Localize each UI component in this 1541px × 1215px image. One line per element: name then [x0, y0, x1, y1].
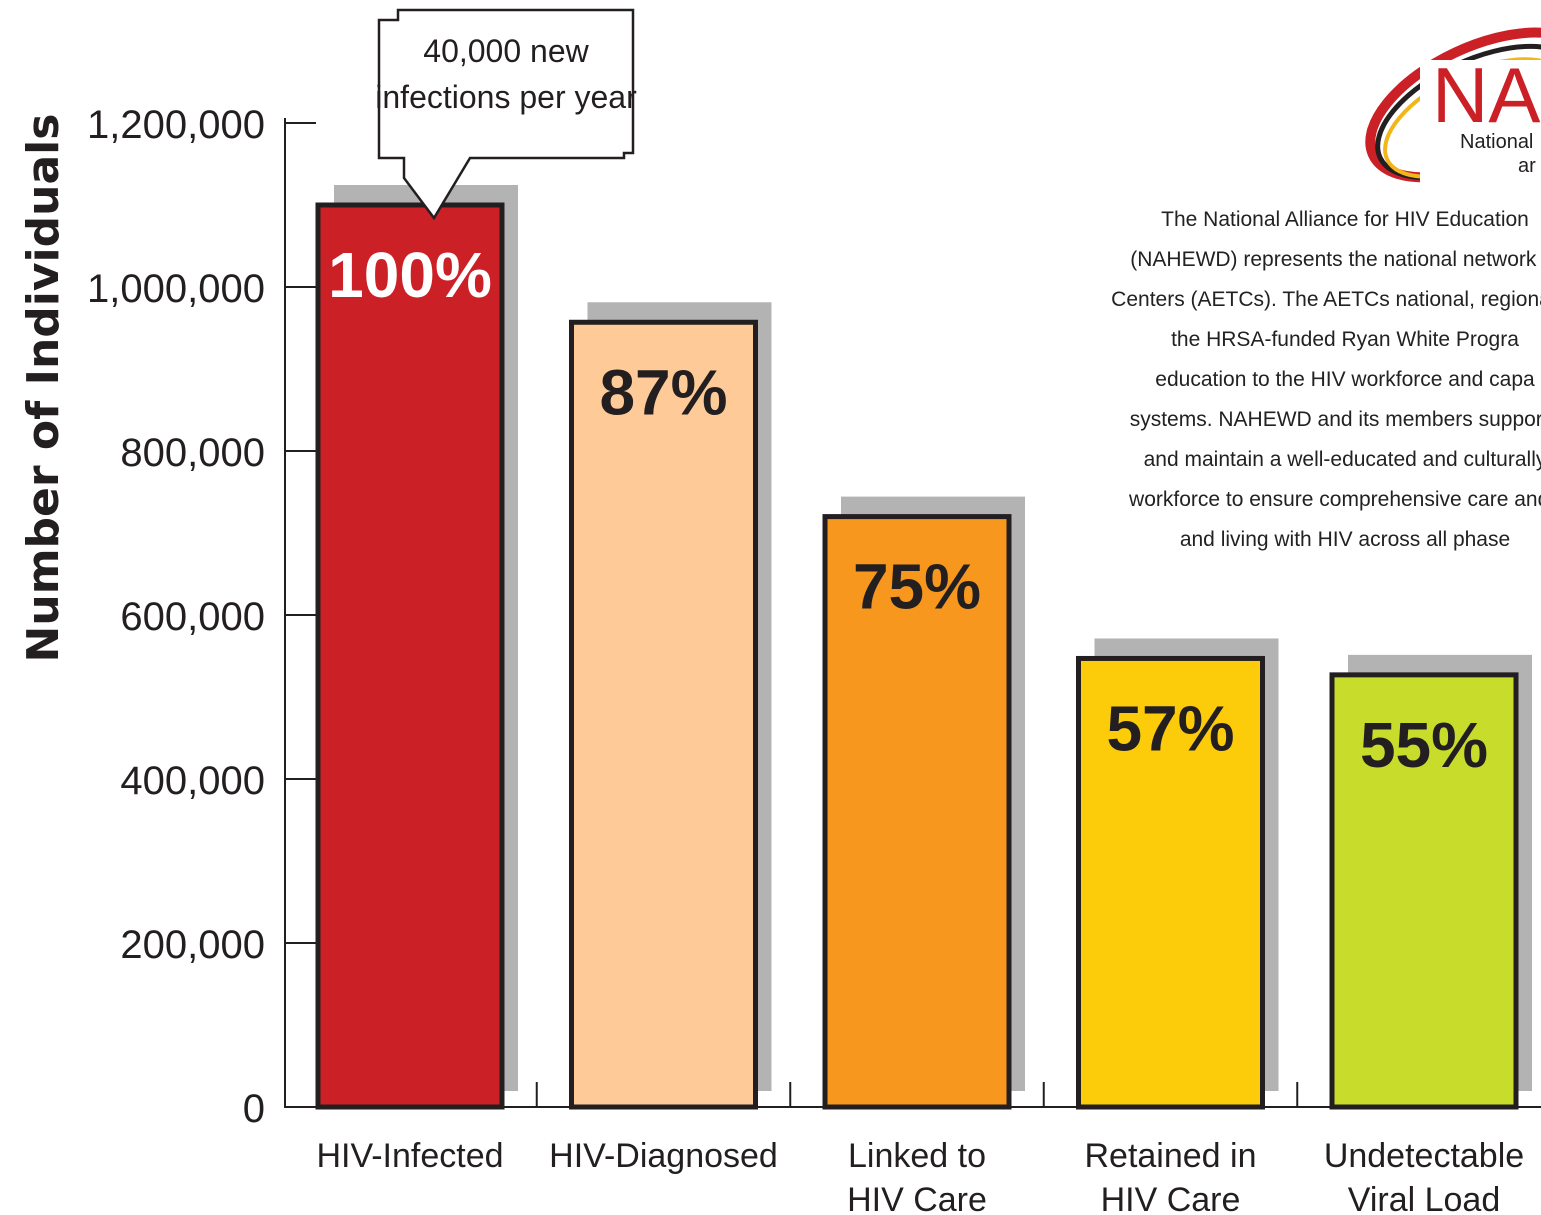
description-line: and maintain a well-educated and cultura… [1143, 448, 1541, 471]
description-line: (NAHEWD) represents the national network… [1130, 248, 1541, 271]
logo-text-big: NA [1432, 51, 1540, 139]
logo-text-small-1: National [1460, 131, 1533, 153]
bar [569, 319, 758, 1110]
y-tick-label: 1,200,000 [87, 103, 265, 147]
data-label: 55% [1360, 709, 1488, 781]
description-line: workforce to ensure comprehensive care a… [1129, 488, 1541, 511]
x-tick-label: Undetectable [1324, 1137, 1524, 1175]
y-tick-label: 600,000 [120, 595, 265, 639]
x-tick-label: Linked to [848, 1137, 986, 1175]
x-tick-label: HIV-Diagnosed [549, 1137, 778, 1175]
bar [1329, 672, 1519, 1110]
data-label: 87% [599, 356, 727, 428]
bar [315, 202, 505, 1110]
x-tick-label: Viral Load [1348, 1181, 1501, 1215]
y-tick-label: 200,000 [120, 923, 265, 967]
x-axis-ticks [535, 1082, 1299, 1107]
description-text: The National Alliance for HIV Education … [1085, 200, 1541, 560]
callout-bubble [377, 8, 635, 221]
logo-text-small-2: ar [1518, 155, 1536, 177]
bar [822, 514, 1012, 1110]
description-line: systems. NAHEWD and its members support … [1129, 408, 1541, 431]
x-tick-label: Retained in [1084, 1137, 1256, 1175]
bar-series [315, 185, 1532, 1110]
data-label: 100% [328, 239, 492, 311]
nahewd-logo: NA National ar [1365, 27, 1541, 185]
x-axis-labels: HIV-Infected HIV-Diagnosed Linked to HIV Ca… [316, 1137, 1524, 1215]
description-line: and living with HIV across all phase [1179, 528, 1511, 551]
x-tick-label: HIV Care [1101, 1181, 1241, 1215]
description-line: The National Alliance for HIV Education [1161, 208, 1529, 231]
callout-line-1: 40,000 new [423, 33, 589, 69]
data-label: 57% [1106, 692, 1234, 764]
callout-line-2: infections per year [375, 79, 637, 115]
x-tick-label: HIV-Infected [316, 1137, 503, 1175]
data-label: 75% [853, 551, 981, 623]
description-line: education to the HIV workforce and capa [1155, 368, 1535, 391]
y-axis-title: Number of Individuals [18, 114, 69, 663]
x-tick-label: HIV Care [847, 1181, 987, 1215]
y-tick-label: 400,000 [120, 759, 265, 803]
y-tick-label: 0 [243, 1087, 265, 1131]
bar [1076, 655, 1265, 1110]
y-tick-label: 800,000 [120, 431, 265, 475]
callout-annotation: 40,000 new infections per year [375, 8, 637, 221]
y-tick-label: 1,000,000 [87, 267, 265, 311]
logo-text-backing [1420, 60, 1541, 185]
y-axis-ticks: 0 200,000 400,000 600,000 800,000 1,000,000 1,… [87, 103, 316, 1131]
data-labels: 100% 87% 75% 57% 55% [328, 239, 1488, 781]
description-line: the HRSA-funded Ryan White Progra [1171, 328, 1519, 351]
description-line: Centers (AETCs). The AETCs national, reg… [1111, 288, 1541, 311]
